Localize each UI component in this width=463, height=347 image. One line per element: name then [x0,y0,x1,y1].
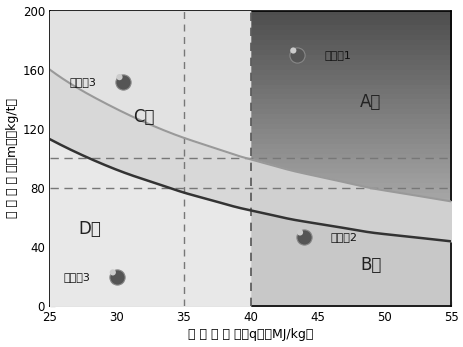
Point [300,234,307,240]
Point [119,79,127,84]
Text: C区: C区 [132,108,154,126]
Point [116,74,123,80]
Text: 实施例3: 实施例3 [70,77,97,86]
Text: 实施例1: 实施例1 [323,50,350,60]
Text: A区: A区 [359,93,381,111]
Y-axis label: 油 气 脉 附 量（m）（kg/t）: 油 气 脉 附 量（m）（kg/t） [6,99,19,219]
X-axis label: 脉 附 气 热 値（q）（MJ/kg）: 脉 附 气 热 値（q）（MJ/kg） [188,329,313,341]
Text: B区: B区 [359,256,381,274]
Point [289,48,296,53]
Text: 实施例3: 实施例3 [63,272,90,282]
Point [293,52,300,58]
Point [296,230,303,235]
Point [109,270,116,275]
Point [113,274,120,280]
Text: 实施例2: 实施例2 [330,232,357,242]
Text: D区: D区 [78,220,101,238]
